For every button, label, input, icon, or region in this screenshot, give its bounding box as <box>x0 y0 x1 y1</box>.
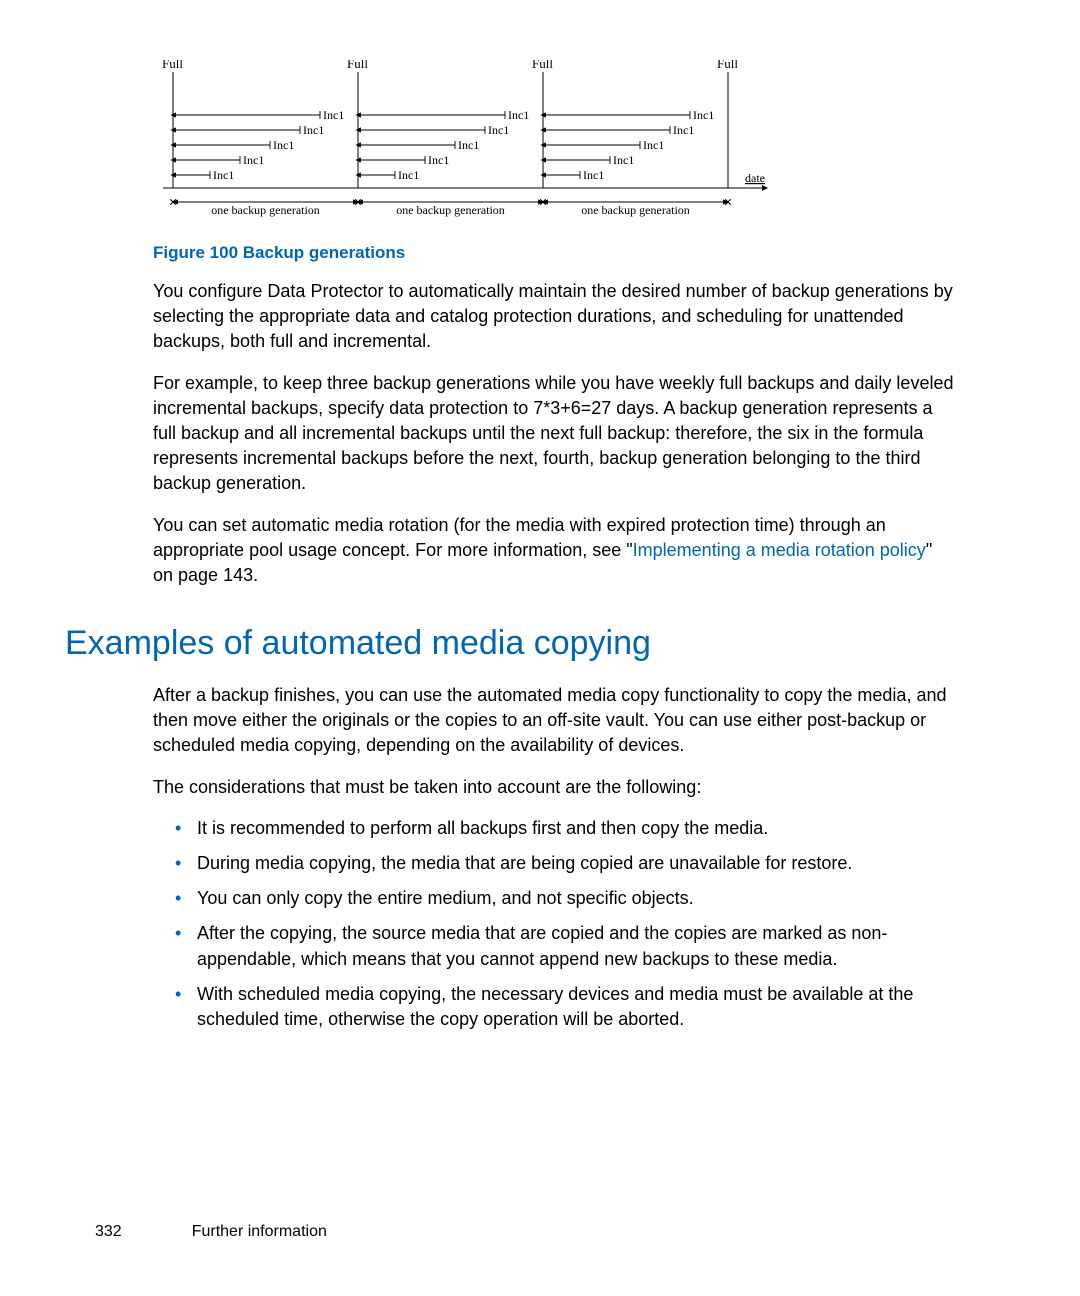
svg-text:one backup generation: one backup generation <box>396 203 505 217</box>
list-item: After the copying, the source media that… <box>175 921 955 971</box>
svg-text:Inc1: Inc1 <box>243 153 264 167</box>
svg-text:Full: Full <box>162 60 183 71</box>
svg-text:one backup generation: one backup generation <box>581 203 690 217</box>
svg-text:Full: Full <box>532 60 553 71</box>
page-footer: 332 Further information <box>95 1223 327 1241</box>
svg-text:Inc1: Inc1 <box>508 108 529 122</box>
svg-text:date: date <box>745 171 765 185</box>
svg-text:Inc1: Inc1 <box>488 123 509 137</box>
svg-text:Inc1: Inc1 <box>398 168 419 182</box>
page-number: 332 <box>95 1223 122 1241</box>
svg-text:Inc1: Inc1 <box>213 168 234 182</box>
paragraph-4: After a backup finishes, you can use the… <box>153 683 955 759</box>
link-media-rotation[interactable]: Implementing a media rotation policy <box>633 540 926 560</box>
svg-text:Inc1: Inc1 <box>303 123 324 137</box>
list-item: During media copying, the media that are… <box>175 851 955 876</box>
svg-text:Inc1: Inc1 <box>428 153 449 167</box>
svg-text:Full: Full <box>717 60 738 71</box>
svg-text:Inc1: Inc1 <box>613 153 634 167</box>
svg-text:one backup generation: one backup generation <box>211 203 320 217</box>
paragraph-2: For example, to keep three backup genera… <box>153 371 955 497</box>
svg-text:Inc1: Inc1 <box>458 138 479 152</box>
paragraph-3: You can set automatic media rotation (fo… <box>153 513 955 589</box>
svg-text:Inc1: Inc1 <box>693 108 714 122</box>
svg-text:Inc1: Inc1 <box>643 138 664 152</box>
paragraph-5: The considerations that must be taken in… <box>153 775 955 800</box>
backup-generations-diagram: dateFullInc1Inc1Inc1Inc1Inc1FullInc1Inc1… <box>155 60 985 225</box>
footer-text: Further information <box>192 1223 327 1241</box>
considerations-list: It is recommended to perform all backups… <box>175 816 955 1032</box>
svg-text:Full: Full <box>347 60 368 71</box>
paragraph-1: You configure Data Protector to automati… <box>153 279 955 355</box>
section-heading: Examples of automated media copying <box>65 624 985 663</box>
list-item: It is recommended to perform all backups… <box>175 816 955 841</box>
svg-text:Inc1: Inc1 <box>583 168 604 182</box>
svg-text:Inc1: Inc1 <box>323 108 344 122</box>
svg-text:Inc1: Inc1 <box>673 123 694 137</box>
list-item: With scheduled media copying, the necess… <box>175 982 955 1032</box>
svg-text:Inc1: Inc1 <box>273 138 294 152</box>
figure-caption: Figure 100 Backup generations <box>153 243 985 263</box>
list-item: You can only copy the entire medium, and… <box>175 886 955 911</box>
